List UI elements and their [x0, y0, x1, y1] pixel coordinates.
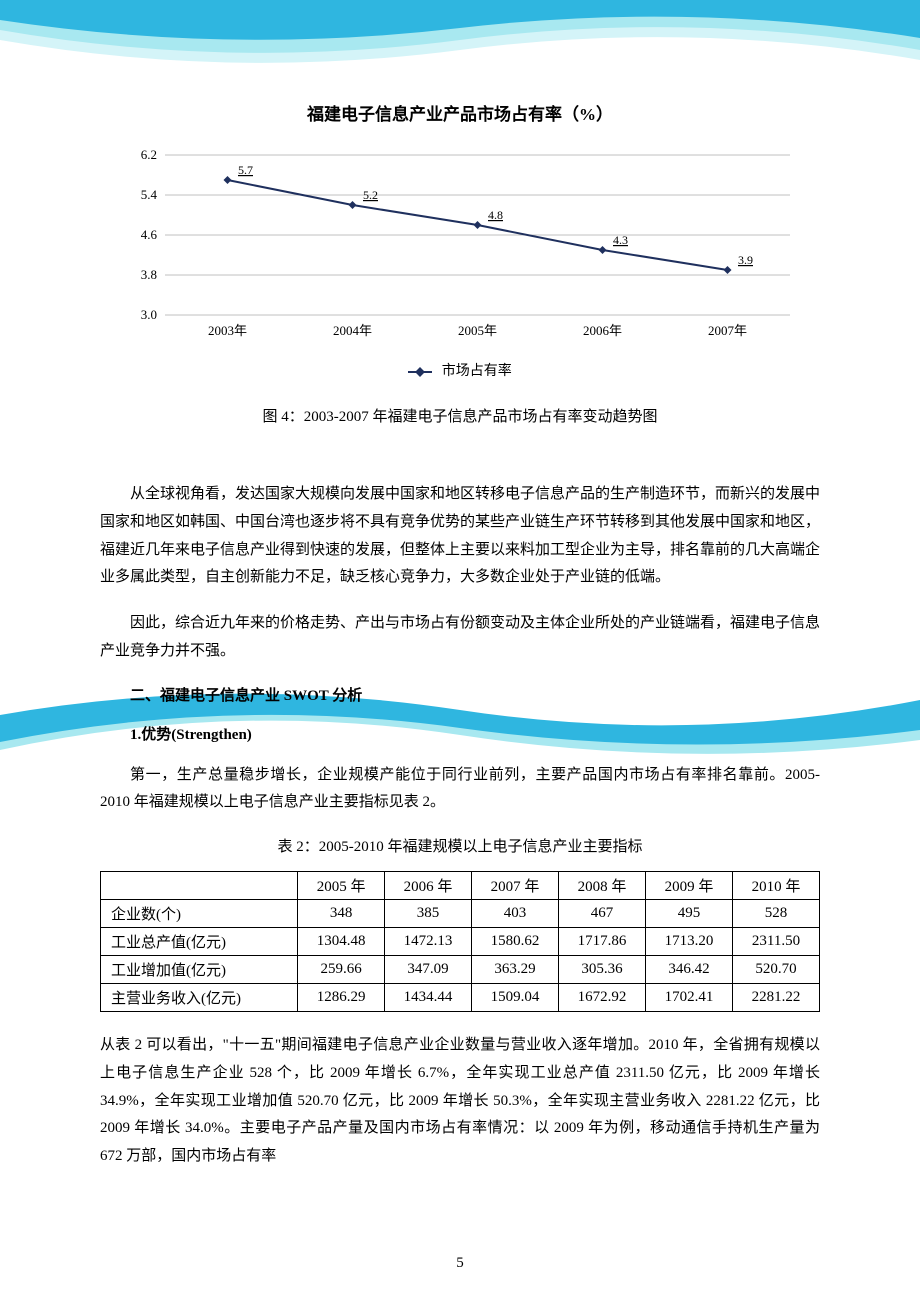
- svg-text:4.8: 4.8: [488, 208, 503, 222]
- table-cell: 1434.44: [385, 984, 472, 1012]
- table-cell: 1713.20: [646, 928, 733, 956]
- table-cell: 1509.04: [472, 984, 559, 1012]
- table-cell: 1472.13: [385, 928, 472, 956]
- figure-caption: 图 4：2003-2007 年福建电子信息产品市场占有率变动趋势图: [100, 405, 820, 426]
- table-row: 工业总产值(亿元)1304.481472.131580.621717.86171…: [101, 928, 820, 956]
- svg-text:2003年: 2003年: [208, 323, 247, 338]
- paragraph-2: 因此，综合近九年来的价格走势、产出与市场占有份额变动及主体企业所处的产业链端看，…: [100, 610, 820, 666]
- svg-text:2005年: 2005年: [458, 323, 497, 338]
- table-cell: 347.09: [385, 956, 472, 984]
- table-cell: 1286.29: [298, 984, 385, 1012]
- table-cell: 1672.92: [559, 984, 646, 1012]
- sub-heading: 1.优势(Strengthen): [100, 723, 820, 744]
- table-header-cell: 2005 年: [298, 872, 385, 900]
- table-cell: 1717.86: [559, 928, 646, 956]
- section-heading: 二、福建电子信息产业 SWOT 分析: [100, 684, 820, 705]
- paragraph-1: 从全球视角看，发达国家大规模向发展中国家和地区转移电子信息产品的生产制造环节，而…: [100, 481, 820, 592]
- svg-text:6.2: 6.2: [141, 147, 157, 162]
- table-cell: 363.29: [472, 956, 559, 984]
- table-cell: 528: [733, 900, 820, 928]
- table-cell: 385: [385, 900, 472, 928]
- paragraph-4: 从表 2 可以看出，"十一五"期间福建电子信息产业企业数量与营业收入逐年增加。2…: [100, 1032, 820, 1171]
- svg-text:2004年: 2004年: [333, 323, 372, 338]
- table-cell: 1304.48: [298, 928, 385, 956]
- table-cell: 主营业务收入(亿元): [101, 984, 298, 1012]
- legend-marker-icon: [408, 371, 432, 373]
- table-cell: 工业总产值(亿元): [101, 928, 298, 956]
- table-cell: 348: [298, 900, 385, 928]
- table-header-cell: 2007 年: [472, 872, 559, 900]
- data-table: 2005 年2006 年2007 年2008 年2009 年2010 年 企业数…: [100, 871, 820, 1012]
- table-header-cell: 2006 年: [385, 872, 472, 900]
- table-header-cell: [101, 872, 298, 900]
- svg-text:3.9: 3.9: [738, 253, 753, 267]
- svg-text:3.8: 3.8: [141, 267, 157, 282]
- table-cell: 2311.50: [733, 928, 820, 956]
- svg-text:5.4: 5.4: [141, 187, 158, 202]
- table-cell: 企业数(个): [101, 900, 298, 928]
- paragraph-3: 第一，生产总量稳步增长，企业规模产能位于同行业前列，主要产品国内市场占有率排名靠…: [100, 762, 820, 818]
- line-chart: 3.0 3.8 4.6 5.4 6.2 2003年 2004年 2005年 2006年 2007年…: [110, 145, 810, 345]
- table-cell: 403: [472, 900, 559, 928]
- svg-text:4.3: 4.3: [613, 233, 628, 247]
- chart-legend: 市场占有率: [100, 360, 820, 380]
- svg-text:5.2: 5.2: [363, 188, 378, 202]
- table-row: 主营业务收入(亿元)1286.291434.441509.041672.9217…: [101, 984, 820, 1012]
- svg-text:2007年: 2007年: [708, 323, 747, 338]
- svg-text:3.0: 3.0: [141, 307, 157, 322]
- table-cell: 259.66: [298, 956, 385, 984]
- chart-title: 福建电子信息产业产品市场占有率（%）: [100, 100, 820, 125]
- svg-text:4.6: 4.6: [141, 227, 158, 242]
- table-cell: 1580.62: [472, 928, 559, 956]
- table-cell: 467: [559, 900, 646, 928]
- table-cell: 1702.41: [646, 984, 733, 1012]
- table-cell: 工业增加值(亿元): [101, 956, 298, 984]
- table-header-cell: 2009 年: [646, 872, 733, 900]
- table-cell: 2281.22: [733, 984, 820, 1012]
- table-cell: 346.42: [646, 956, 733, 984]
- svg-text:2006年: 2006年: [583, 323, 622, 338]
- table-header-cell: 2008 年: [559, 872, 646, 900]
- table-row: 工业增加值(亿元)259.66347.09363.29305.36346.425…: [101, 956, 820, 984]
- legend-label: 市场占有率: [442, 364, 512, 379]
- table-cell: 305.36: [559, 956, 646, 984]
- table-caption: 表 2：2005-2010 年福建规模以上电子信息产业主要指标: [100, 835, 820, 856]
- table-cell: 495: [646, 900, 733, 928]
- page-number: 5: [0, 1255, 920, 1272]
- table-cell: 520.70: [733, 956, 820, 984]
- table-header-cell: 2010 年: [733, 872, 820, 900]
- svg-text:5.7: 5.7: [238, 163, 253, 177]
- table-row: 企业数(个)348385403467495528: [101, 900, 820, 928]
